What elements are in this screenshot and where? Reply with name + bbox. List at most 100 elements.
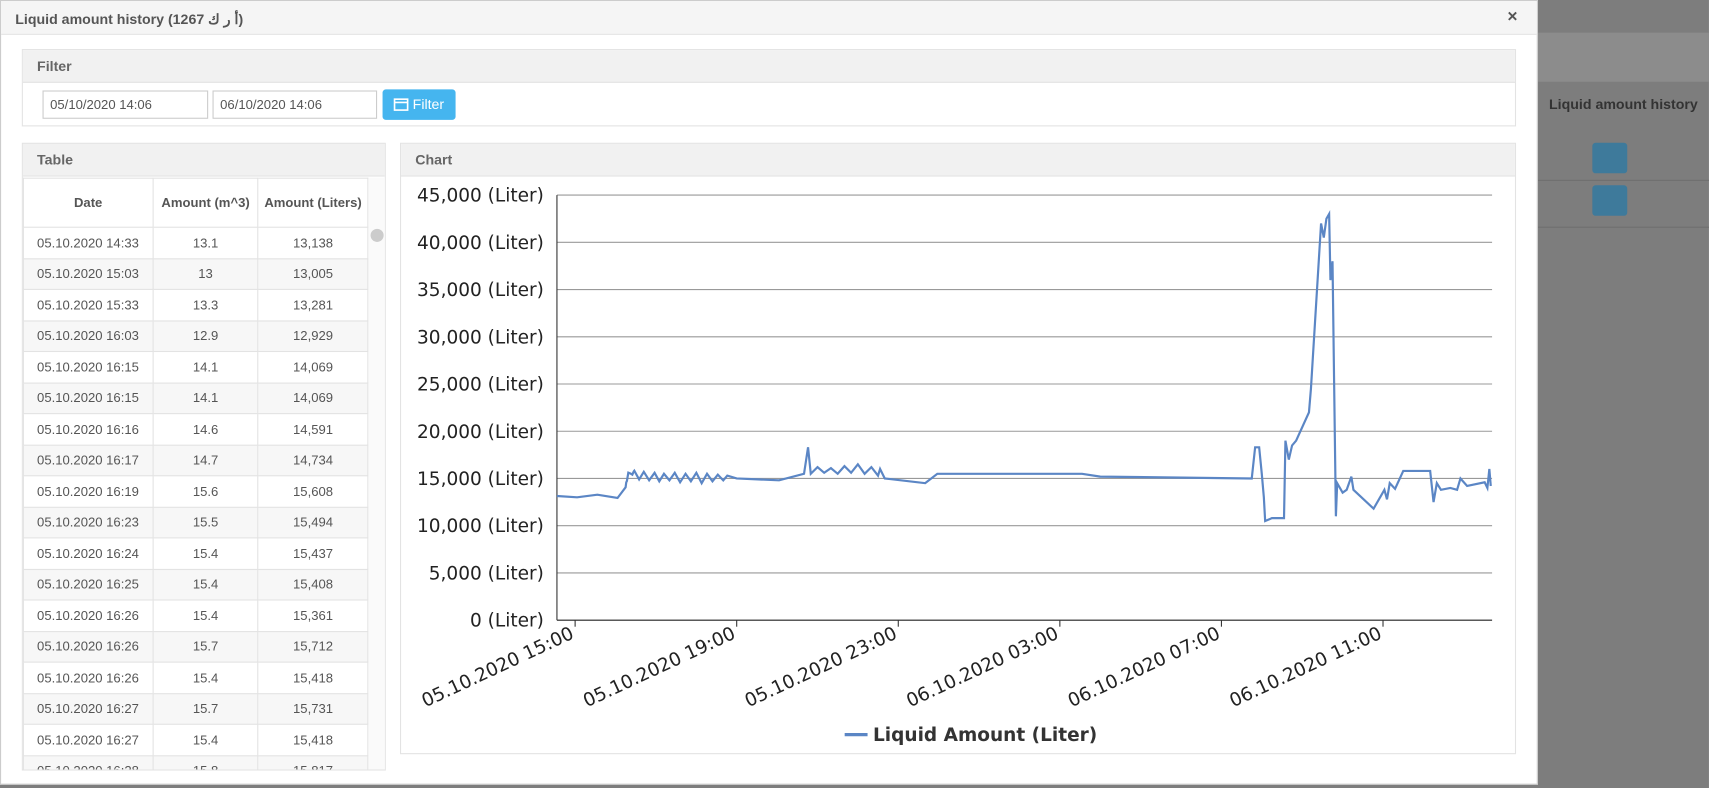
table-cell: 15.7 [152,630,259,663]
table-cell: 15,437 [257,537,369,570]
table-cell: 14.6 [152,413,259,446]
calendar-icon [393,98,409,111]
table-cell: 05.10.2020 16:27 [22,723,154,756]
date-from[interactable]: 05/10/2020 14:06 [42,90,209,119]
column-header: Amount (m^3) [152,177,259,228]
table-cell: 14,591 [257,413,369,446]
table-cell: 15,731 [257,692,369,725]
bg-heading: Liquid amount history [1549,95,1698,113]
table-row: 05.10.2020 16:26 15.7 15,712 [22,630,369,663]
bg-strip [1537,32,1709,82]
table-cell: 05.10.2020 16:25 [22,568,154,601]
x-tick-label: 06.10.2020 03:00 [903,623,1062,712]
date-to[interactable]: 06/10/2020 14:06 [212,90,378,119]
table-cell: 15,361 [257,599,369,632]
table-cell: 05.10.2020 16:17 [22,444,154,477]
table-cell: 15,418 [257,723,369,756]
table-cell: 05.10.2020 16:15 [22,350,154,384]
table-cell: 15.4 [152,661,259,694]
y-tick-label: 30,000 (Liter) [417,327,544,348]
table-cell: 13 [152,257,259,290]
table-panel: Table Date Amount (m^3) Amount (Liters) 05… [21,142,386,771]
filter-button-label: Filter [412,95,445,113]
table-cell: 14.1 [152,350,259,384]
table-cell: 15,418 [257,661,369,694]
table-row: 05.10.2020 16:2815.815,817 [22,754,369,770]
table-cell: 14.1 [152,382,259,415]
table-cell: 05.10.2020 16:27 [22,692,154,725]
filter-panel: Filter 05/10/2020 14:06 06/10/2020 14:06… [21,49,1517,127]
table-cell: 05.10.2020 16:24 [22,537,154,570]
modal-title: Liquid amount history (1267 أ ر ك) [15,10,244,28]
table-cell: 05.10.2020 16:16 [22,413,154,446]
table-row: 05.10.2020 16:26 15.4 15,361 [22,599,369,632]
panel-title: Filter [22,50,1515,83]
table-row: 05.10.2020 16:17 14.7 14,734 [22,444,369,477]
x-tick-label: 06.10.2020 07:00 [1065,623,1224,712]
x-tick-label: 05.10.2020 15:00 [419,623,578,712]
table-row: 05.10.2020 16:27 15.4 15,418 [22,723,369,756]
table-cell: 05.10.2020 14:33 [22,226,154,259]
table-row: 05.10.2020 14:33 13.1 13,138 [22,226,369,259]
close-button[interactable]: × [1507,7,1518,27]
table-cell: 15,712 [257,630,369,663]
table-row: 05.10.2020 15:03 13 13,005 [22,257,369,290]
table-cell: 05.10.2020 16:23 [22,506,154,539]
table-cell: 15.7 [152,692,259,725]
table-cell: 05.10.2020 16:03 [22,319,154,353]
y-tick-label: 20,000 (Liter) [417,422,544,443]
table-cell: 14.7 [152,444,259,477]
table-cell: 15.4 [152,568,259,601]
table-cell: 05.10.2020 16:26 [22,661,154,694]
table-row: 05.10.2020 16:15 14.1 14,069 [22,382,369,415]
table-cell: 14,734 [257,444,369,477]
table-row: 05.10.2020 16:27 15.7 15,731 [22,692,369,725]
table-cell: 05.10.2020 16:15 [22,382,154,415]
table-wrap: Date Amount (m^3) Amount (Liters) 05.10.20… [22,177,369,770]
table-row: 05.10.2020 16:03 12.9 12,929 [22,319,369,353]
y-tick-label: 0 (Liter) [470,611,544,632]
table-cell: 15,408 [257,568,369,601]
table-cell: 14,069 [257,382,369,415]
table-cell: 05.10.2020 15:03 [22,257,154,290]
table-row: 05.10.2020 15:33 13.3 13,281 [22,288,369,321]
table-cell: 05.10.2020 16:26 [22,599,154,632]
column-header: Amount (Liters) [257,177,369,228]
table-cell: 15,494 [257,506,369,539]
panel-title: Chart [401,143,1515,177]
table-row: 05.10.2020 16:25 15.4 15,408 [22,568,369,601]
x-tick-label: 05.10.2020 19:00 [580,623,739,712]
table-cell: 15.4 [152,599,259,632]
table-cell: 05.10.2020 15:33 [22,288,154,321]
table-cell: 15.4 [152,723,259,756]
table-row: 05.10.2020 16:19 15.6 15,608 [22,475,369,508]
table-body: 05.10.2020 14:33 13.1 13,138 05.10.2020 15:… [22,226,369,770]
modal: Liquid amount history (1267 أ ر ك) × Fil… [0,0,1538,785]
data-line [556,209,1492,523]
table-cell: 15,608 [257,475,369,508]
x-tick-label: 06.10.2020 11:00 [1226,623,1385,712]
table-cell: 05.10.2020 16:28 [22,754,154,770]
y-tick-label: 35,000 (Liter) [417,280,544,301]
y-tick-label: 5,000 (Liter) [429,563,544,584]
table-header: Date Amount (m^3) Amount (Liters) [22,177,369,228]
data-table: Date Amount (m^3) Amount (Liters) 05.10.20… [22,177,369,770]
y-tick-label: 15,000 (Liter) [417,469,544,490]
y-tick-label: 25,000 (Liter) [417,375,544,396]
bg-divider [1537,226,1709,228]
filter-button[interactable]: Filter [382,89,456,120]
chart: 0 (Liter) 5,000 (Liter) 10,000 (Liter) 15,0… [417,186,1493,746]
scrollbar [368,177,385,770]
table-row: 05.10.2020 16:23 15.5 15,494 [22,506,369,539]
table-row: 05.10.2020 16:15 14.1 14,069 [22,350,369,384]
table-row: 05.10.2020 16:16 14.6 14,591 [22,413,369,446]
scroll-thumb[interactable] [370,228,384,242]
table-cell: 15,817 [257,754,369,770]
bg-button [1592,142,1628,174]
table-cell: 15.4 [152,537,259,570]
panel-title: Table [22,143,385,177]
table-cell: 13,281 [257,288,369,321]
table-cell: 13,005 [257,257,369,290]
